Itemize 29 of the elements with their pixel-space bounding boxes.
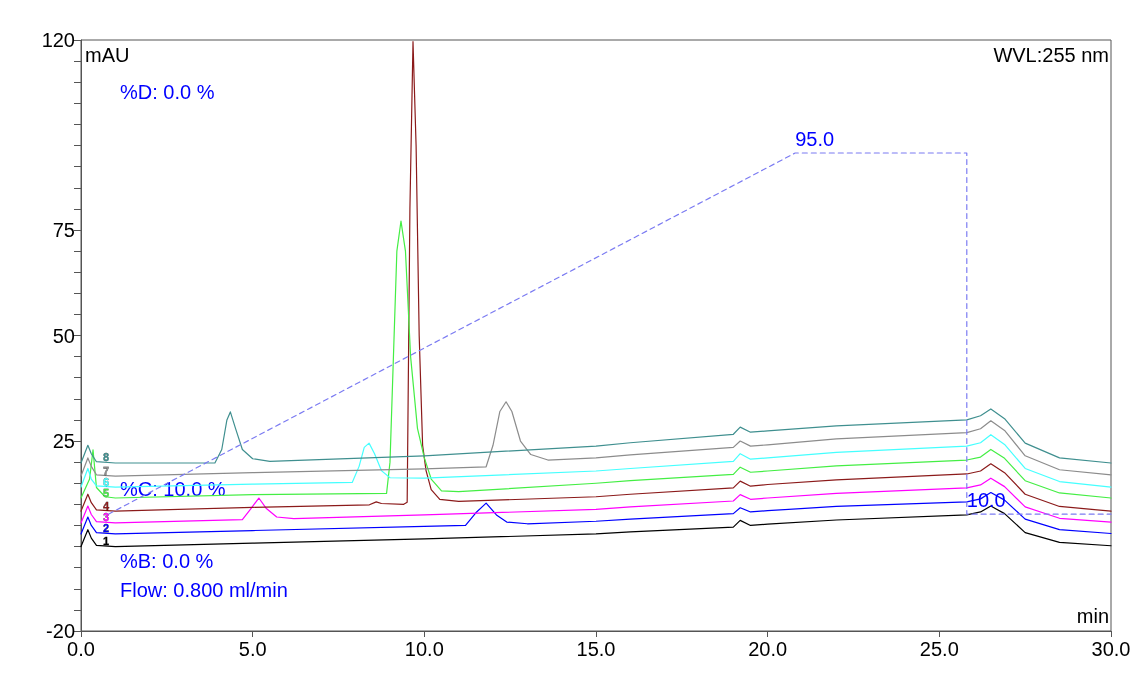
- series-label: 8: [103, 451, 110, 464]
- line-series: [80, 401, 1112, 477]
- line-series: [80, 408, 1112, 464]
- series-label: 4: [103, 499, 110, 512]
- series-label: 5: [103, 486, 110, 499]
- data-label: 95.0: [795, 128, 835, 151]
- y-tick-label: 50: [52, 324, 75, 347]
- series-label: 7: [103, 464, 110, 477]
- y-axis-title: mAU: [85, 44, 130, 66]
- annotation: %D: 0.0 %: [120, 81, 215, 103]
- line-series: [80, 477, 1112, 524]
- x-tick-label: 10.0: [404, 638, 444, 660]
- y-tick-label: 75: [52, 218, 75, 241]
- x-axis-title: min: [1076, 605, 1110, 627]
- series-label: 6: [103, 475, 110, 488]
- series-label: 3: [103, 511, 110, 524]
- annotation: WVL:255 nm: [993, 44, 1109, 66]
- x-tick-label: 5.0: [238, 638, 267, 660]
- y-tick-label: 25: [52, 430, 75, 453]
- x-tick-label: 15.0: [576, 638, 616, 660]
- annotation: %B: 0.0 %: [120, 550, 214, 572]
- x-tick-label: 30.0: [1091, 638, 1131, 660]
- x-tick-label: 25.0: [919, 638, 959, 660]
- y-tick-label: 120: [41, 29, 75, 51]
- series-label: 2: [103, 522, 110, 535]
- series-label: 1: [103, 535, 110, 548]
- annotation: Flow: 0.800 ml/min: [120, 579, 288, 601]
- line-series: [80, 41, 1112, 512]
- x-tick-label: 20.0: [748, 638, 788, 660]
